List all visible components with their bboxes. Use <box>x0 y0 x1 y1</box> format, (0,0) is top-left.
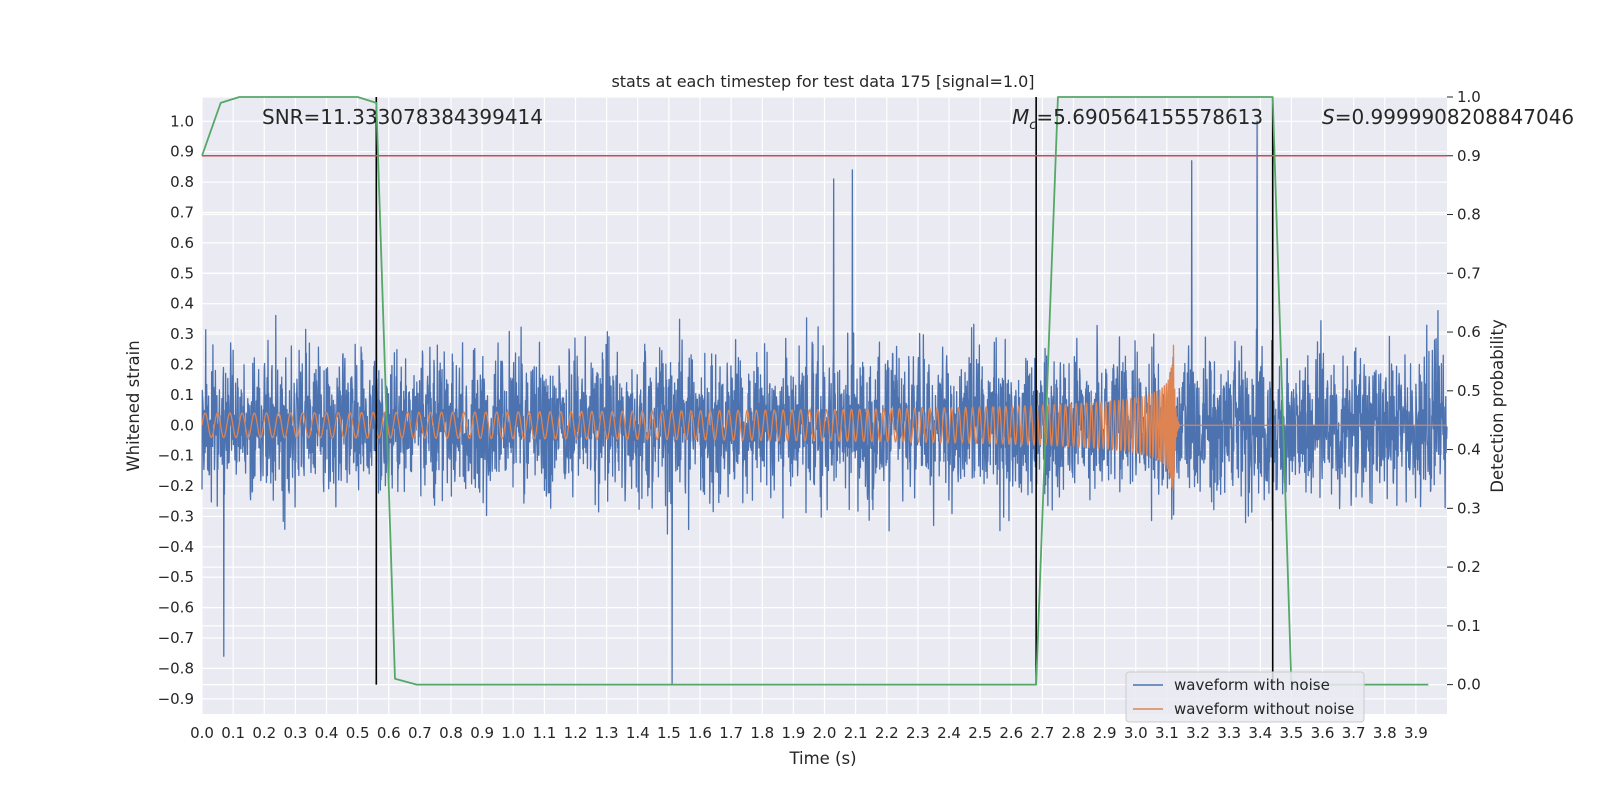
x-tick-label: 1.9 <box>781 724 805 742</box>
x-tick-label: 2.6 <box>999 724 1023 742</box>
x-tick-label: 2.1 <box>844 724 868 742</box>
left-y-tick-label: 0.4 <box>170 295 194 313</box>
x-tick-label: 0.3 <box>283 724 307 742</box>
x-tick-label: 0.9 <box>470 724 494 742</box>
left-y-tick-label: −0.9 <box>158 690 194 708</box>
right-y-axis-label: Detection probability <box>1488 319 1507 493</box>
left-y-tick-label: −0.6 <box>158 599 194 617</box>
right-y-tick-label: 0.5 <box>1457 382 1481 400</box>
x-tick-label: 3.3 <box>1217 724 1241 742</box>
x-tick-label: 2.2 <box>875 724 899 742</box>
snr-annotation: SNR=11.333078384399414 <box>262 105 543 129</box>
left-y-tick-label: −0.8 <box>158 659 194 677</box>
x-tick-label: 3.2 <box>1186 724 1210 742</box>
legend-box <box>1125 671 1365 723</box>
right-y-tick-label: 1.0 <box>1457 88 1481 106</box>
x-tick-label: 0.4 <box>315 724 339 742</box>
x-tick-label: 1.5 <box>657 724 681 742</box>
x-tick-label: 3.9 <box>1404 724 1428 742</box>
left-y-tick-label: 0.7 <box>170 203 194 221</box>
x-tick-label: 2.8 <box>1062 724 1086 742</box>
right-y-tick-label: 0.4 <box>1457 441 1481 459</box>
x-tick-label: 0.8 <box>439 724 463 742</box>
chirp-mass-symbol: M <box>1012 105 1029 129</box>
x-tick-label: 2.9 <box>1093 724 1117 742</box>
x-tick-label: 0.0 <box>190 724 214 742</box>
left-y-tick-label: −0.7 <box>158 629 194 647</box>
x-tick-label: 1.4 <box>626 724 650 742</box>
x-tick-label: 1.0 <box>501 724 525 742</box>
left-y-tick-label: 0.8 <box>170 173 194 191</box>
left-y-tick-label: 0.3 <box>170 325 194 343</box>
x-tick-label: 1.1 <box>532 724 556 742</box>
left-y-tick-label: −0.4 <box>158 538 194 556</box>
x-tick-label: 2.3 <box>906 724 930 742</box>
chirp-mass-annotation: Mc=5.690564155578613 <box>1012 105 1263 133</box>
x-tick-label: 3.8 <box>1373 724 1397 742</box>
x-tick-label: 1.3 <box>595 724 619 742</box>
x-tick-label: 0.6 <box>377 724 401 742</box>
x-tick-label: 2.0 <box>813 724 837 742</box>
x-tick-label: 1.8 <box>750 724 774 742</box>
left-y-tick-label: 0.1 <box>170 386 194 404</box>
left-y-tick-label: 0.9 <box>170 143 194 161</box>
chirp-mass-value: =5.690564155578613 <box>1036 105 1263 129</box>
right-y-tick-label: 0.8 <box>1457 206 1481 224</box>
x-tick-label: 2.5 <box>968 724 992 742</box>
score-value: =0.9999908208847046 <box>1335 105 1574 129</box>
x-tick-label: 3.4 <box>1248 724 1272 742</box>
x-tick-label: 3.6 <box>1311 724 1335 742</box>
left-y-tick-label: 0.5 <box>170 264 194 282</box>
x-tick-label: 1.2 <box>564 724 588 742</box>
left-y-tick-label: −0.5 <box>158 568 194 586</box>
x-tick-label: 1.7 <box>719 724 743 742</box>
right-y-tick-label: 0.1 <box>1457 617 1481 635</box>
x-tick-label: 3.1 <box>1155 724 1179 742</box>
right-y-tick-labels: 1.0 0.9 0.8 0.7 0.6 0.5 0.4 0.3 0.2 0.1 0.0 <box>1447 88 1481 694</box>
x-tick-label: 0.7 <box>408 724 432 742</box>
x-tick-label: 0.1 <box>221 724 245 742</box>
left-y-tick-label: 0.2 <box>170 355 194 373</box>
left-y-tick-label: −0.1 <box>158 447 194 465</box>
left-y-tick-label: −0.3 <box>158 507 194 525</box>
right-y-tick-label: 0.9 <box>1457 147 1481 165</box>
chirp-mass-subscript: c <box>1029 118 1036 133</box>
x-tick-label: 1.6 <box>688 724 712 742</box>
right-y-tick-label: 0.3 <box>1457 499 1481 517</box>
right-y-tick-label: 0.0 <box>1457 676 1481 694</box>
left-y-tick-label: −0.2 <box>158 477 194 495</box>
x-axis-label: Time (s) <box>788 749 856 768</box>
x-tick-label: 0.2 <box>252 724 276 742</box>
right-y-tick-label: 0.2 <box>1457 558 1481 576</box>
score-annotation: S=0.9999908208847046 <box>1322 105 1574 129</box>
x-tick-label: 3.7 <box>1342 724 1366 742</box>
noisy-waveform-line <box>201 120 1448 685</box>
left-y-tick-label: 0.0 <box>170 416 194 434</box>
clean-waveform-line <box>201 344 1448 490</box>
right-y-tick-label: 0.6 <box>1457 323 1481 341</box>
x-tick-label: 2.4 <box>937 724 961 742</box>
x-tick-labels: 0.0 0.1 0.2 0.3 0.4 0.5 0.6 0.7 0.8 0.9 1.0 1.1 1.2 1… <box>190 724 1428 742</box>
legend: waveform with noise waveform without noi… <box>1125 671 1365 723</box>
x-tick-label: 2.7 <box>1030 724 1054 742</box>
left-y-tick-label: 1.0 <box>170 112 194 130</box>
right-y-tick-label: 0.7 <box>1457 264 1481 282</box>
left-y-axis-label: Whitened strain <box>124 340 143 471</box>
left-y-tick-label: 0.6 <box>170 234 194 252</box>
x-tick-label: 3.5 <box>1279 724 1303 742</box>
score-symbol: S <box>1322 105 1335 129</box>
x-tick-label: 0.5 <box>346 724 370 742</box>
legend-clean-label: waveform without noise <box>1174 700 1354 718</box>
x-tick-label: 3.0 <box>1124 724 1148 742</box>
chart-title: stats at each timestep for test data 175… <box>611 72 1034 91</box>
left-y-tick-labels: 1.0 0.9 0.8 0.7 0.6 0.5 0.4 0.3 0.2 0.1 0.0 −0.1 −0.… <box>158 112 194 707</box>
legend-noisy-label: waveform with noise <box>1174 676 1330 694</box>
